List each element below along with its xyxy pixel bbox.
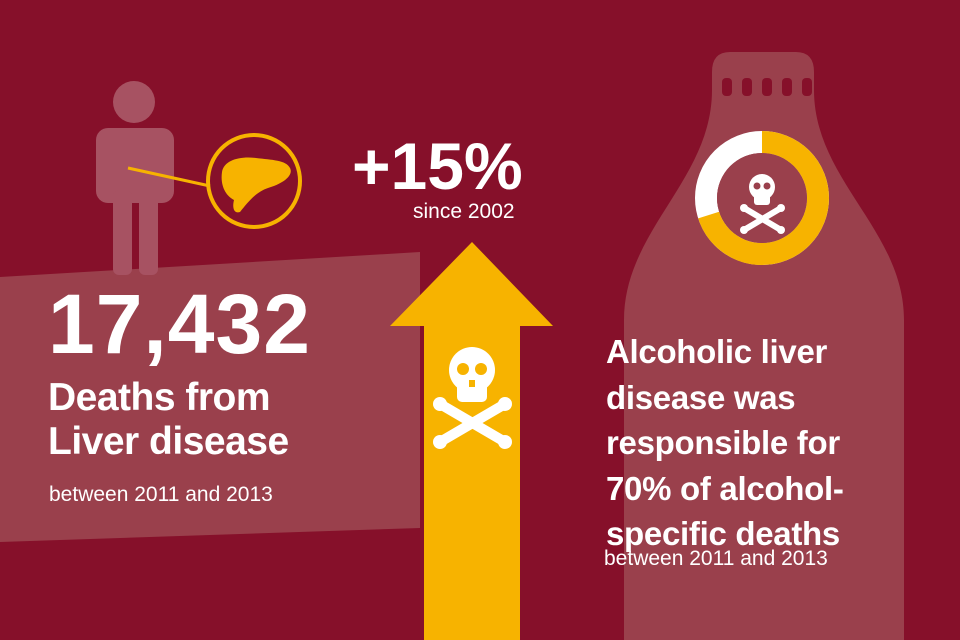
bottle-cap-ridges [722, 78, 812, 96]
deaths-number: 17,432 [48, 277, 311, 371]
statement-line: 70% of alcohol- [606, 469, 844, 507]
increase-since: since 2002 [413, 200, 515, 223]
share-statement: Alcoholic liver disease was responsible … [606, 329, 844, 557]
headline-line: Liver disease [48, 420, 289, 463]
share-period: between 2011 and 2013 [604, 547, 828, 570]
person-icon [96, 81, 174, 275]
arrow-up-icon [390, 242, 553, 640]
skull-crossbones-icon [740, 174, 785, 234]
stat-panel-left [0, 252, 420, 542]
donut-value-arc [695, 131, 829, 265]
headline-line: Deaths from [48, 376, 271, 419]
deaths-period: between 2011 and 2013 [49, 483, 273, 506]
increase-value: +15% [352, 129, 523, 203]
skull-crossbones-icon [433, 347, 512, 449]
liver-icon [221, 157, 291, 213]
statement-line: responsible for [606, 424, 840, 461]
statement-line: Alcoholic liver [606, 333, 828, 370]
deaths-headline: Deaths from Liver disease [48, 376, 289, 464]
liver-badge-ring [206, 133, 302, 229]
statement-line: disease was [606, 378, 796, 416]
statement-line: specific deaths [606, 515, 840, 552]
bottle-icon [624, 52, 904, 640]
pointer-line [127, 166, 211, 188]
